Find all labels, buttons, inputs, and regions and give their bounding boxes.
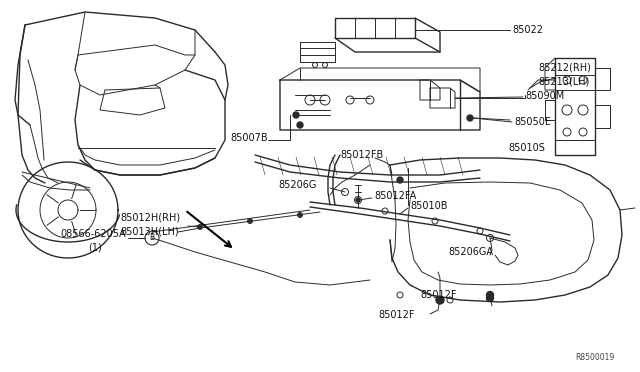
Text: 85206G: 85206G <box>278 180 316 190</box>
Text: 08566-6205A: 08566-6205A <box>60 229 125 239</box>
Text: 85007B: 85007B <box>230 133 268 143</box>
Text: 85090M: 85090M <box>525 91 564 101</box>
Text: 85010B: 85010B <box>410 201 447 211</box>
Circle shape <box>436 296 444 304</box>
Text: 85012H(RH): 85012H(RH) <box>120 213 180 223</box>
Text: 85206GA: 85206GA <box>448 247 493 257</box>
Circle shape <box>356 198 360 202</box>
Text: 85013H(LH): 85013H(LH) <box>120 227 179 237</box>
Text: 85022: 85022 <box>512 25 543 35</box>
Text: (1): (1) <box>88 243 102 253</box>
Text: R8500019: R8500019 <box>576 353 615 362</box>
Circle shape <box>198 225 202 228</box>
Text: 85012F: 85012F <box>378 310 415 320</box>
Text: 85010S: 85010S <box>508 143 545 153</box>
Circle shape <box>293 112 299 118</box>
Text: B: B <box>149 234 155 243</box>
Circle shape <box>397 177 403 183</box>
Text: 85012FA: 85012FA <box>374 191 416 201</box>
Circle shape <box>248 219 252 222</box>
Text: 85212(RH): 85212(RH) <box>538 63 591 73</box>
Text: 85213(LH): 85213(LH) <box>538 77 589 87</box>
Circle shape <box>467 115 473 121</box>
Circle shape <box>298 214 301 217</box>
Text: 85012F: 85012F <box>420 290 456 300</box>
Text: 85012FB: 85012FB <box>340 150 383 160</box>
Circle shape <box>486 295 493 301</box>
Text: 85050E: 85050E <box>514 117 551 127</box>
Circle shape <box>297 122 303 128</box>
Circle shape <box>486 292 493 298</box>
